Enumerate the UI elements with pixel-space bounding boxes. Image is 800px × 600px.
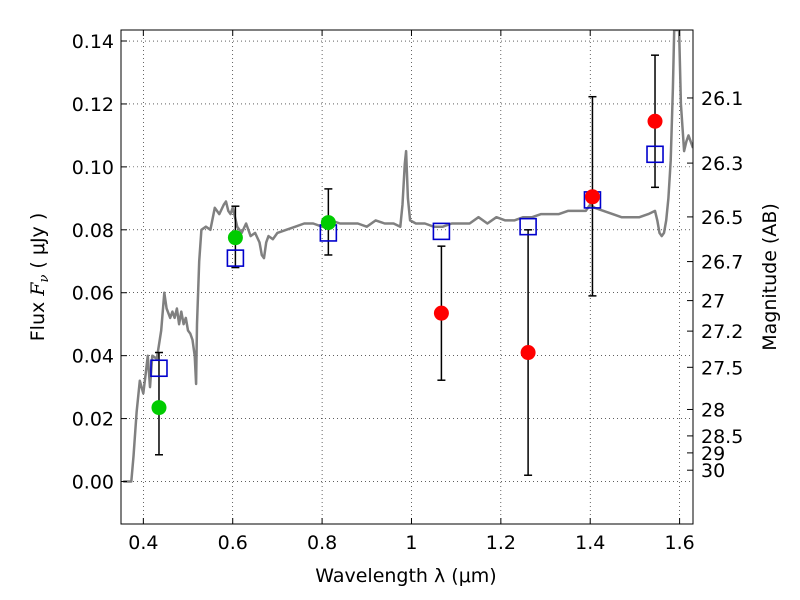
x-tick-label: 0.6	[218, 532, 248, 554]
ticks: 0.4 0.6 0.8 1 1.2 1.4 1.6 0.00 0.02 0.04 0.06 0.08 0…	[72, 30, 743, 554]
y-label-units: ( μJy )	[27, 213, 49, 275]
mag-tick-label: 27.5	[701, 357, 743, 379]
x-tick-label: 1.6	[664, 532, 694, 554]
mag-tick-label: 26.1	[701, 88, 743, 110]
observed-optical-point	[151, 400, 167, 416]
x-tick-label: 0.4	[128, 532, 158, 554]
mag-tick-label: 26.7	[701, 252, 743, 274]
mag-tick-label: 30	[701, 460, 725, 482]
y-tick-label: 0.14	[72, 31, 114, 53]
mag-tick-label: 29	[701, 443, 725, 465]
y-tick-label: 0.04	[72, 346, 114, 368]
model-flux-square	[432, 222, 451, 241]
observed-optical-point	[320, 215, 336, 231]
data-layer	[123, 30, 693, 483]
y-tick-label: 0.12	[72, 94, 114, 116]
detection-point	[584, 189, 600, 205]
y-label-subscript: ν	[37, 275, 52, 283]
y2-axis-label: Magnitude (AB)	[759, 203, 781, 351]
x-tick-label: 0.8	[307, 532, 337, 554]
y-axis-label: Flux Fν ( μJy )	[27, 213, 52, 342]
detection-point	[520, 345, 536, 361]
model-flux-square	[150, 359, 168, 378]
plot-frame	[120, 29, 694, 525]
model-flux-square	[226, 249, 245, 267]
mag-tick-label: 27.2	[701, 321, 743, 343]
x-tick-label: 1	[405, 532, 417, 554]
y-label-prefix: Flux	[27, 296, 49, 342]
mag-tick-label: 27	[701, 291, 725, 313]
grid	[121, 30, 693, 524]
detection-point	[433, 305, 449, 321]
x-axis-label: Wavelength λ (μm)	[315, 565, 496, 587]
model-flux-square	[519, 217, 537, 236]
mag-tick-label: 28.5	[701, 426, 743, 448]
y-tick-label: 0.10	[72, 157, 114, 179]
y-tick-label: 0.00	[72, 472, 114, 494]
mag-tick-label: 28	[701, 399, 725, 421]
mag-tick-label: 26.3	[701, 153, 743, 175]
model-flux-square	[646, 145, 664, 164]
y-tick-label: 0.08	[72, 220, 114, 242]
y-tick-label: 0.06	[72, 283, 114, 305]
observed-optical-point	[227, 230, 243, 246]
x-tick-label: 1.2	[486, 532, 516, 554]
y-tick-label: 0.02	[72, 409, 114, 431]
mag-tick-label: 26.5	[701, 207, 743, 229]
detection-point	[647, 113, 663, 129]
x-tick-label: 1.4	[575, 532, 605, 554]
y-label-symbol: F	[27, 282, 49, 297]
